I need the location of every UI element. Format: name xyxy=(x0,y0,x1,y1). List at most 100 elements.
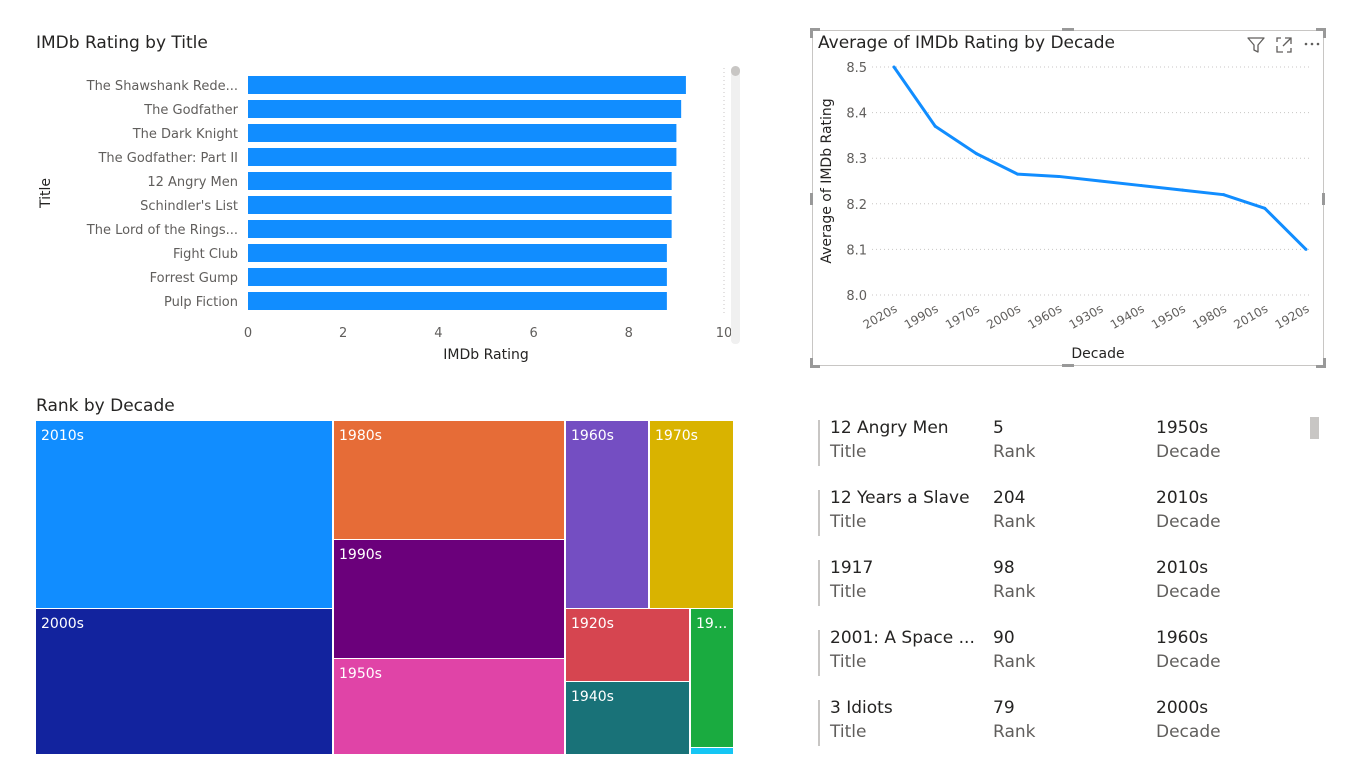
x-tick-label: 2000s xyxy=(984,301,1023,332)
card-label-title: Title xyxy=(830,652,867,672)
bar[interactable] xyxy=(248,76,686,94)
x-tick-label: 1990s xyxy=(902,301,941,332)
y-tick-label: 8.0 xyxy=(846,289,867,304)
data-point[interactable] xyxy=(892,65,896,69)
treemap-tile[interactable]: 1980s xyxy=(334,421,564,539)
treemap-tile[interactable]: 1940s xyxy=(566,682,689,754)
data-point[interactable] xyxy=(1057,174,1061,178)
bar-chart[interactable]: The Shawshank Rede... The Godfather The Da… xyxy=(0,0,760,380)
data-point[interactable] xyxy=(1263,206,1267,210)
category-label: The Godfather: Part II xyxy=(97,151,238,166)
card-label-decade: Decade xyxy=(1156,582,1221,602)
bar[interactable] xyxy=(248,172,672,190)
x-tick-label: 2 xyxy=(339,326,347,341)
data-point[interactable] xyxy=(1304,247,1308,251)
treemap-tile[interactable]: 1970s xyxy=(650,421,733,608)
bar[interactable] xyxy=(248,292,667,310)
card-row-accent xyxy=(818,560,820,606)
resize-handle-left[interactable] xyxy=(810,193,813,205)
bar-chart-scrollbar[interactable] xyxy=(731,66,740,344)
card-row[interactable]: 2001: A Space ... Title 90 Rank 1960s Decade xyxy=(818,628,1318,678)
x-tick-label: 1950s xyxy=(1149,301,1188,332)
treemap-tile-label: 1990s xyxy=(339,547,382,563)
treemap-tile-label: 2000s xyxy=(41,616,84,632)
card-row[interactable]: 1917 Title 98 Rank 2010s Decade xyxy=(818,558,1318,608)
x-tick-label: 1970s xyxy=(943,301,982,332)
resize-handle-top-right[interactable] xyxy=(1316,28,1326,38)
category-label: 12 Angry Men xyxy=(147,175,238,190)
x-axis-label: Decade xyxy=(1071,346,1124,362)
card-label-rank: Rank xyxy=(993,582,1036,602)
card-label-rank: Rank xyxy=(993,722,1036,742)
resize-handle-bottom-left[interactable] xyxy=(810,358,820,368)
card-value-decade: 1950s xyxy=(1156,418,1209,438)
filter-icon[interactable] xyxy=(1246,35,1266,55)
treemap-tile[interactable]: 19... xyxy=(691,609,733,747)
card-value-rank: 98 xyxy=(993,558,1015,578)
card-value-title: 12 Years a Slave xyxy=(830,488,970,508)
treemap-tile-label: 1950s xyxy=(339,666,382,682)
data-point[interactable] xyxy=(974,152,978,156)
card-value-rank: 204 xyxy=(993,488,1026,508)
treemap-tile[interactable]: 1920s xyxy=(566,609,689,681)
card-row-accent xyxy=(818,490,820,536)
resize-handle-right[interactable] xyxy=(1322,193,1325,205)
treemap-tile-label: 1940s xyxy=(571,689,614,705)
treemap-tile[interactable]: 1990s xyxy=(334,540,564,658)
x-tick-label: 1930s xyxy=(1067,301,1106,332)
x-tick-label: 10 xyxy=(716,326,733,341)
bar[interactable] xyxy=(248,244,667,262)
card-row-accent xyxy=(818,420,820,466)
treemap-tile-label: 19... xyxy=(696,616,728,632)
card-row[interactable]: 12 Years a Slave Title 204 Rank 2010s Decade xyxy=(818,488,1318,538)
treemap-tile[interactable]: 2010s xyxy=(36,421,332,608)
bar-chart-scrollbar-thumb[interactable] xyxy=(731,66,740,76)
y-tick-label: 8.2 xyxy=(846,198,867,213)
y-tick-label: 8.4 xyxy=(846,107,867,122)
bar[interactable] xyxy=(248,124,677,142)
data-point[interactable] xyxy=(933,124,937,128)
x-tick-label: 6 xyxy=(529,326,537,341)
card-value-rank: 90 xyxy=(993,628,1015,648)
treemap-tile[interactable]: 1950s xyxy=(334,659,564,754)
bar[interactable] xyxy=(248,100,682,118)
multi-row-card-scrollbar-thumb[interactable] xyxy=(1310,417,1319,439)
resize-handle-top-left[interactable] xyxy=(810,28,820,38)
data-point[interactable] xyxy=(1016,172,1020,176)
bar[interactable] xyxy=(248,196,672,214)
card-row[interactable]: 3 Idiots Title 79 Rank 2000s Decade xyxy=(818,698,1318,748)
bar[interactable] xyxy=(248,148,677,166)
data-point[interactable] xyxy=(1139,184,1143,188)
card-value-decade: 2000s xyxy=(1156,698,1209,718)
y-tick-label: 8.5 xyxy=(846,61,867,76)
treemap-tile[interactable]: 1960s xyxy=(566,421,648,608)
y-axis-label: Average of IMDb Rating xyxy=(819,98,835,263)
card-label-title: Title xyxy=(830,512,867,532)
category-label: Schindler's List xyxy=(140,199,238,214)
treemap-tile-label: 1920s xyxy=(571,616,614,632)
card-value-rank: 79 xyxy=(993,698,1015,718)
treemap-tile-label: 1970s xyxy=(655,428,698,444)
x-tick-label: 1920s xyxy=(1273,301,1312,332)
data-point[interactable] xyxy=(1222,193,1226,197)
focus-mode-icon[interactable] xyxy=(1274,35,1294,55)
resize-handle-top[interactable] xyxy=(1062,28,1074,31)
treemap-tile[interactable]: 2000s xyxy=(36,609,332,754)
treemap[interactable]: 2010s 2000s 1980s 1990s 1950s 1960s 1970s 1920s… xyxy=(36,421,733,754)
data-point[interactable] xyxy=(1098,179,1102,183)
bar[interactable] xyxy=(248,268,667,286)
treemap-tile[interactable] xyxy=(691,748,733,754)
treemap-tile-label: 1960s xyxy=(571,428,614,444)
bar[interactable] xyxy=(248,220,672,238)
card-value-title: 1917 xyxy=(830,558,874,578)
bar-chart-title: IMDb Rating by Title xyxy=(36,33,208,53)
card-row-accent xyxy=(818,630,820,676)
card-row[interactable]: 12 Angry Men Title 5 Rank 1950s Decade xyxy=(818,418,1318,468)
more-options-icon[interactable] xyxy=(1302,35,1322,55)
data-point[interactable] xyxy=(1180,188,1184,192)
y-tick-label: 8.1 xyxy=(846,243,867,258)
category-label: The Dark Knight xyxy=(132,127,238,142)
resize-handle-bottom[interactable] xyxy=(1062,364,1074,367)
resize-handle-bottom-right[interactable] xyxy=(1316,358,1326,368)
